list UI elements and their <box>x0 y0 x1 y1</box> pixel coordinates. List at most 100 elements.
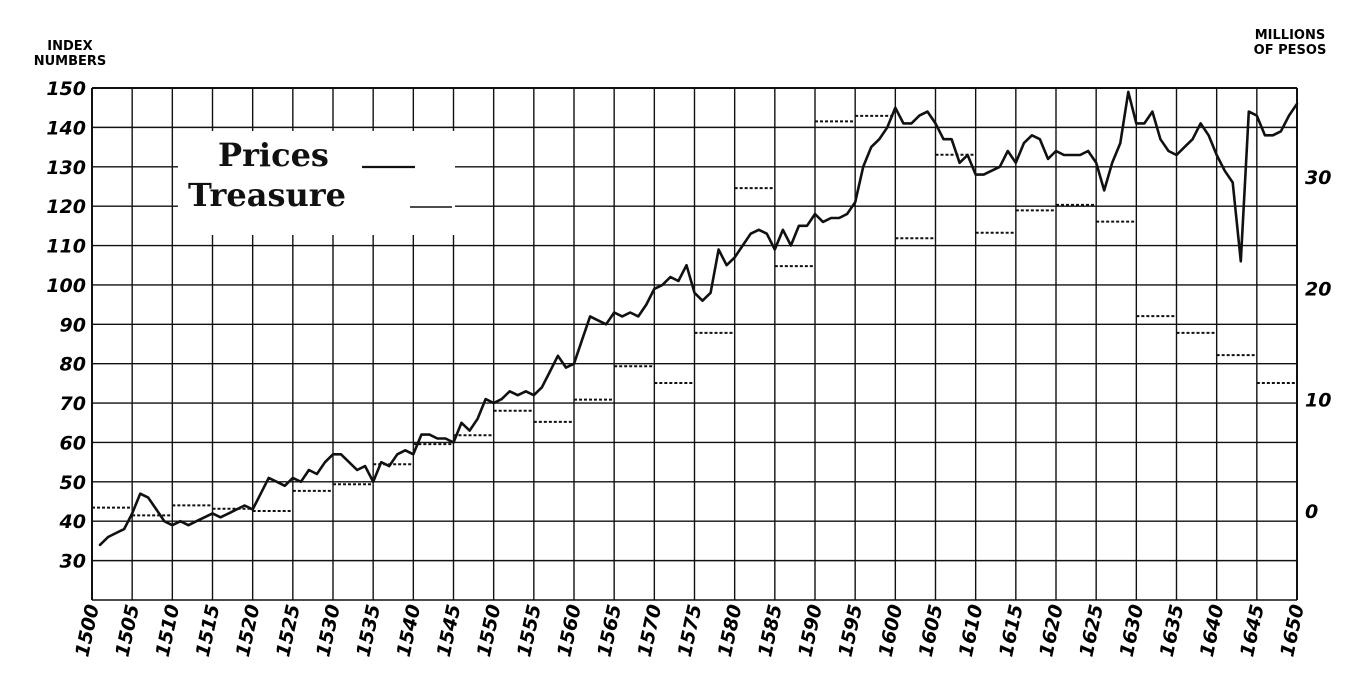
data-point-prices <box>1183 146 1186 148</box>
data-point-prices <box>621 315 623 318</box>
data-point-prices <box>1031 134 1033 136</box>
x-tick-label: 1555 <box>513 602 546 658</box>
data-point-prices <box>1167 150 1170 152</box>
data-point-prices <box>894 107 896 109</box>
data-point-prices <box>1095 162 1097 164</box>
data-point-prices <box>268 477 270 479</box>
data-point-prices <box>1039 138 1041 140</box>
data-point-prices <box>742 244 744 247</box>
data-point-prices <box>653 288 655 290</box>
data-point-prices <box>926 111 929 113</box>
data-point-prices <box>838 217 840 219</box>
data-point-prices <box>276 481 278 483</box>
data-point-prices <box>750 233 752 235</box>
data-point-prices <box>910 122 913 125</box>
data-point-prices <box>581 339 583 341</box>
data-point-prices <box>292 477 294 479</box>
x-tick-label: 1615 <box>995 602 1028 658</box>
data-point-prices <box>798 225 800 227</box>
data-point-prices <box>661 284 663 286</box>
data-point-prices <box>1191 138 1194 140</box>
data-point-prices <box>364 465 366 467</box>
left-tick-label: 150 <box>46 78 86 100</box>
x-tick-label: 1545 <box>433 602 466 658</box>
data-point-prices <box>1119 142 1121 144</box>
data-point-prices <box>187 524 189 526</box>
data-point-prices <box>501 398 503 400</box>
x-tick-label: 1505 <box>112 602 145 658</box>
data-point-prices <box>428 433 430 436</box>
x-tick-label: 1550 <box>473 602 506 658</box>
data-point-prices <box>139 493 141 495</box>
left-axis-title-line2: NUMBERS <box>34 54 107 69</box>
x-tick-label: 1645 <box>1236 602 1269 658</box>
data-point-prices <box>356 469 358 471</box>
data-point-prices <box>1047 158 1049 160</box>
data-point-prices <box>637 315 639 318</box>
data-point-prices <box>525 390 527 392</box>
data-point-prices <box>1015 162 1017 164</box>
data-point-prices <box>203 516 206 518</box>
data-point-prices <box>557 355 559 357</box>
data-point-prices <box>1023 142 1025 144</box>
data-point-prices <box>718 248 720 251</box>
x-tick-label: 1600 <box>875 602 908 658</box>
legend-label-prices: Prices <box>218 136 329 174</box>
data-point-prices <box>1135 122 1137 125</box>
data-point-prices <box>734 256 736 258</box>
right-axis-title-line1: MILLIONS <box>1255 28 1325 43</box>
x-tick-label: 1565 <box>594 602 627 658</box>
right-tick-label: 30 <box>1305 167 1331 189</box>
data-point-prices <box>1272 134 1274 136</box>
right-tick-label: 10 <box>1305 390 1331 412</box>
data-point-prices <box>790 244 792 247</box>
data-point-prices <box>549 370 551 373</box>
data-point-prices <box>685 264 688 266</box>
data-point-prices <box>260 493 262 495</box>
data-point-prices <box>774 248 776 251</box>
left-tick-label: 30 <box>60 551 86 573</box>
x-tick-label: 1630 <box>1116 602 1149 658</box>
data-point-prices <box>236 508 238 511</box>
data-point-prices <box>541 386 543 388</box>
data-point-prices <box>573 363 575 365</box>
data-point-prices <box>1216 154 1218 156</box>
data-point-prices <box>902 122 904 125</box>
data-point-prices <box>107 536 109 538</box>
data-point-prices <box>1007 150 1009 152</box>
right-axis-title-line2: OF PESOS <box>1254 43 1327 58</box>
data-point-prices <box>959 162 961 164</box>
data-point-prices <box>1159 138 1162 140</box>
data-point-prices <box>709 292 712 294</box>
left-tick-label: 110 <box>46 236 86 258</box>
left-axis-title-line1: INDEX <box>47 39 92 54</box>
data-point-prices <box>227 512 230 514</box>
data-point-prices <box>669 276 672 278</box>
x-tick-label: 1525 <box>272 602 305 658</box>
data-point-prices <box>830 217 832 219</box>
left-tick-label: 70 <box>60 393 86 415</box>
data-point-prices <box>975 174 977 176</box>
data-point-prices <box>1087 150 1089 152</box>
left-tick-label: 50 <box>60 472 86 494</box>
x-tick-label: 1620 <box>1035 602 1068 658</box>
data-point-prices <box>348 461 350 463</box>
data-point-prices <box>565 367 567 369</box>
data-point-prices <box>300 481 302 483</box>
data-point-prices <box>485 398 487 400</box>
x-tick-label: 1575 <box>674 602 707 658</box>
x-tick-label: 1605 <box>915 602 948 658</box>
data-point-prices <box>1055 150 1057 152</box>
left-tick-label: 40 <box>59 511 86 533</box>
left-tick-label: 100 <box>46 275 86 297</box>
legend-label-treasure: Treasure <box>188 176 346 214</box>
x-tick-label: 1560 <box>553 602 586 658</box>
data-point-prices <box>1071 154 1073 156</box>
data-point-prices <box>211 512 214 514</box>
x-tick-label: 1580 <box>714 602 747 658</box>
data-point-prices <box>999 166 1001 168</box>
data-point-prices <box>1063 154 1065 156</box>
data-point-prices <box>613 311 615 314</box>
data-point-prices <box>388 465 390 467</box>
